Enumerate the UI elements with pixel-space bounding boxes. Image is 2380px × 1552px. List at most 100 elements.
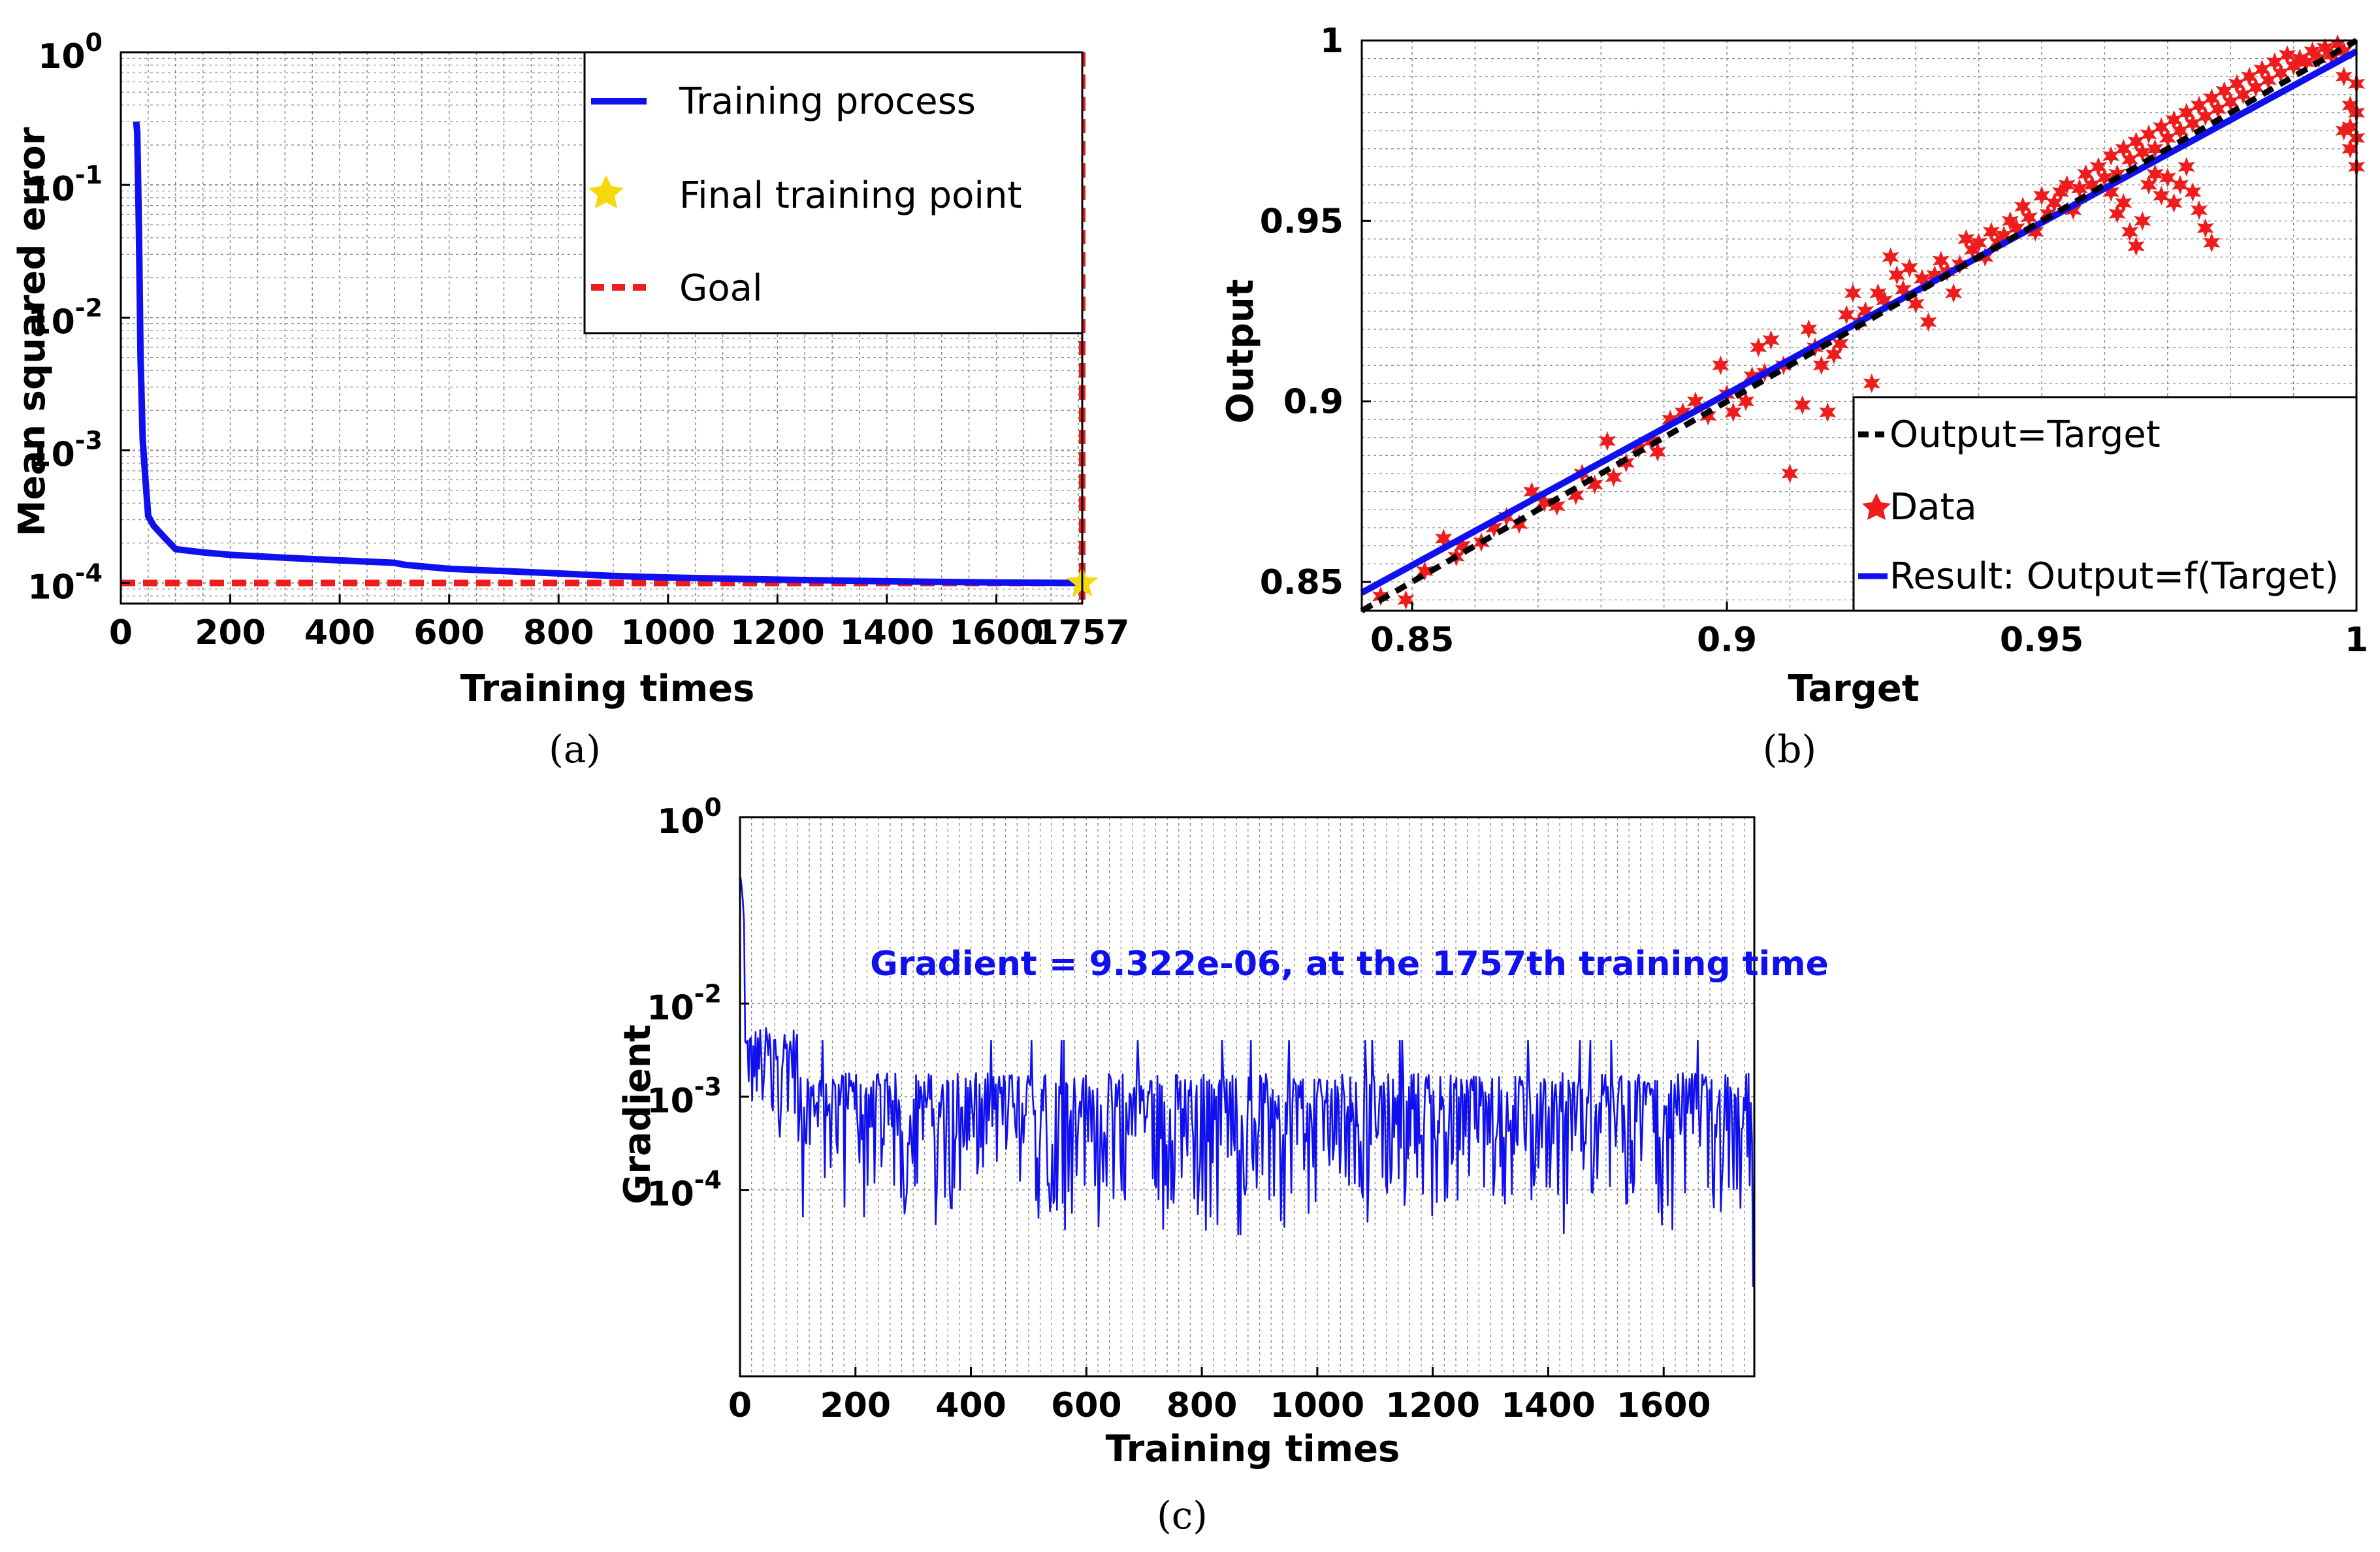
panel-c-ticks: 0 200 400 600 800 1000 1200 1400 1600 100 10-2 10-3… (647, 793, 1711, 1425)
panel-c-grid (740, 816, 1754, 1376)
data-point (1882, 247, 1899, 267)
data-point (2115, 193, 2132, 213)
data-point (1857, 301, 1874, 321)
data-point (2329, 34, 2347, 54)
data-point (2046, 193, 2063, 213)
x-tick-label: 200 (820, 1386, 892, 1425)
data-point (2228, 74, 2245, 94)
data-point (1762, 330, 1780, 350)
data-point (1831, 334, 1849, 354)
panel-a-sublabel: (a) (549, 727, 601, 771)
data-point (2146, 164, 2164, 184)
y-tick-label: 0.85 (1260, 563, 1343, 602)
x-tick-label: 1200 (1385, 1386, 1480, 1425)
x-tick-label: 800 (1166, 1386, 1238, 1425)
data-point (2127, 236, 2145, 256)
identity-line (1360, 38, 2358, 613)
data-point (2065, 200, 2082, 220)
legend-label-output-target: Output=Target (1890, 413, 2161, 456)
data-point (1523, 481, 1541, 502)
data-point (1957, 229, 1975, 249)
data-point (2191, 200, 2208, 220)
panel-c-series-layer (739, 877, 1754, 1287)
x-tick-label: 200 (195, 613, 266, 653)
data-point (1605, 467, 1622, 487)
data-point (1724, 402, 1742, 423)
data-point (1548, 496, 1566, 516)
data-point (1372, 586, 1389, 606)
data-point (1838, 304, 1856, 325)
data-point (2127, 131, 2145, 152)
data-point (2196, 106, 2214, 126)
data-point (2272, 63, 2290, 83)
data-point (2304, 41, 2321, 61)
y-tick-label: 0.95 (1260, 202, 1343, 241)
data-point (2165, 110, 2183, 130)
y-tick-label: 10-1 (27, 161, 103, 209)
data-point (2222, 91, 2240, 112)
data-point (2215, 81, 2233, 101)
data-point (1699, 406, 1717, 426)
data-point (2140, 175, 2157, 195)
y-tick-label: 100 (38, 28, 103, 76)
legend-box (1852, 396, 2358, 612)
data-point (1435, 528, 1453, 549)
data-point (1964, 240, 1981, 260)
data-point (2121, 150, 2138, 170)
data-point (1932, 251, 1950, 270)
fit-line (1360, 48, 2358, 596)
legend-label-result: Result: Output=f(Target) (1890, 555, 2339, 598)
data-point (2115, 138, 2132, 159)
data-point (2027, 221, 2044, 242)
x-tick-label: 600 (1051, 1386, 1122, 1425)
data-point (2159, 128, 2176, 148)
data-point (2178, 157, 2195, 177)
data-point (1982, 221, 2000, 242)
data-point (2234, 84, 2252, 105)
data-point (2020, 207, 2038, 227)
data-point (2172, 121, 2189, 141)
data-point (1737, 391, 1754, 412)
data-point (1819, 402, 1837, 423)
data-point (2102, 146, 2120, 166)
data-point (2184, 182, 2202, 202)
data-point (2159, 168, 2176, 187)
data-point (2341, 95, 2359, 116)
data-point (2335, 41, 2353, 61)
data-point (2108, 164, 2126, 184)
data-point (1630, 438, 1648, 459)
x-tick-label: 0.85 (1370, 621, 1454, 660)
data-point (1913, 268, 1931, 289)
x-tick-label: 1600 (949, 613, 1044, 653)
data-point (1511, 514, 1528, 534)
x-tick-label: 1200 (730, 613, 825, 653)
panel-c-xlabel: Training times (1106, 1428, 1400, 1470)
y-tick-label: 10-3 (647, 1073, 722, 1121)
data-point (1888, 265, 1906, 285)
panel-b-sublabel: (b) (1763, 727, 1816, 771)
data-point (2184, 114, 2202, 134)
panel-b-xlabel: Target (1788, 668, 1919, 710)
x-tick-label: 1757 (1035, 613, 1130, 653)
data-point (2153, 186, 2170, 206)
data-point (2096, 168, 2114, 187)
x-tick-label: 1400 (840, 613, 935, 653)
data-point (2297, 52, 2315, 73)
data-point (1643, 431, 1660, 451)
data-point (1793, 395, 1811, 415)
data-point (2108, 204, 2126, 224)
data-point (2014, 197, 2032, 217)
data-point (2253, 59, 2271, 80)
data-point (2052, 182, 2069, 202)
data-point (1926, 265, 1944, 285)
x-tick-label: 1 (2345, 621, 2368, 660)
data-point (2039, 204, 2057, 224)
x-tick-label: 0.9 (1697, 621, 1757, 660)
data-point (2102, 182, 2120, 202)
data-point (2279, 45, 2296, 65)
x-tick-label: 400 (304, 613, 376, 653)
panel-a-ylabel: Mean squared error (11, 127, 54, 536)
data-point (1686, 391, 1704, 412)
